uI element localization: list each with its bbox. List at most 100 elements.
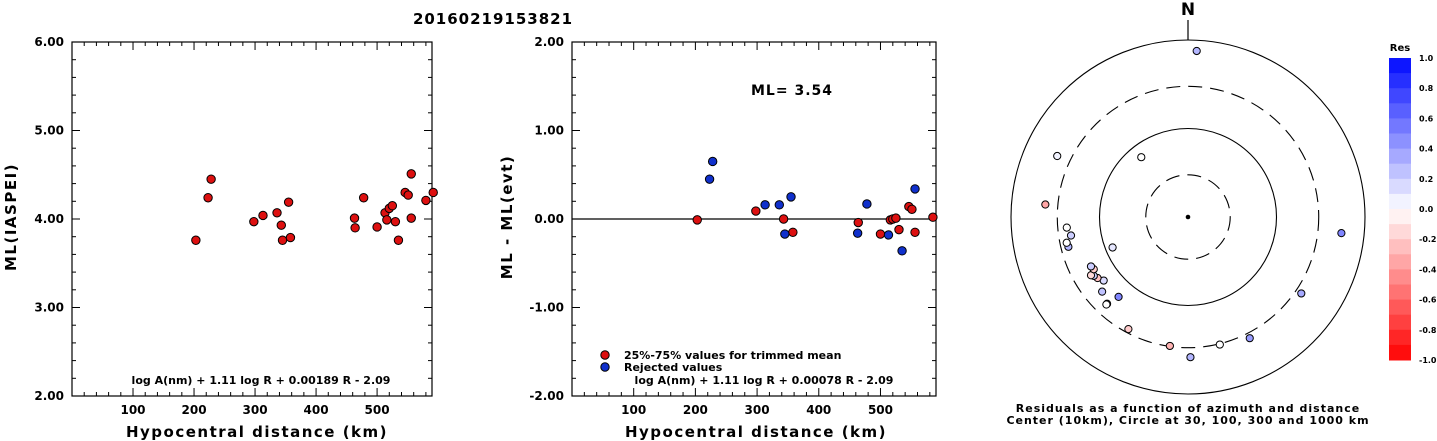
residual-data-point bbox=[928, 212, 938, 222]
residual-points bbox=[692, 156, 938, 256]
legend-accepted-marker bbox=[600, 350, 610, 360]
colorbar-cell bbox=[1389, 58, 1411, 74]
station-point bbox=[1108, 243, 1117, 252]
residual-data-point bbox=[760, 200, 770, 210]
colorbar-cell bbox=[1389, 88, 1411, 104]
ml-data-point bbox=[350, 223, 360, 233]
ring-1000km bbox=[1010, 39, 1366, 395]
colorbar-tick-label: -0.8 bbox=[1419, 326, 1437, 335]
ml-data-point bbox=[393, 235, 404, 245]
ml-data-point bbox=[387, 201, 398, 211]
residual-x-tick-label: 500 bbox=[868, 403, 893, 417]
ml-data-point bbox=[191, 235, 201, 245]
ml-data-point bbox=[349, 213, 360, 223]
residual-y-tick-label: 2.00 bbox=[534, 35, 564, 49]
ml-x-tick-label: 100 bbox=[120, 403, 145, 417]
residual-y-axis-label: ML - ML(evt) bbox=[498, 155, 516, 279]
station-point bbox=[1062, 238, 1071, 247]
ml-data-point bbox=[358, 193, 369, 203]
station-point bbox=[1137, 153, 1146, 162]
station-point bbox=[1124, 324, 1133, 334]
ml-data-point bbox=[249, 216, 259, 227]
colorbar-cell bbox=[1389, 224, 1411, 240]
ml-points bbox=[191, 169, 438, 245]
residual-data-point bbox=[774, 200, 784, 210]
station-point bbox=[1186, 353, 1195, 362]
colorbar-cell bbox=[1389, 133, 1411, 150]
ring-300km bbox=[1056, 85, 1320, 349]
residual-colorbar: Res 1.0 0.8 0.6 0.4 0.2 0.0 -0.2 -0.4 -0.6 -0.8 -1… bbox=[1389, 43, 1437, 365]
ml-data-point bbox=[258, 210, 268, 221]
azimuth-distance-panel: N Residuals as a function of azimuth and… bbox=[1006, 0, 1368, 427]
colorbar-tick-label: -0.6 bbox=[1419, 296, 1437, 305]
ml-x-tick-labels: 100 200 300 400 500 bbox=[120, 403, 389, 417]
colorbar-cell bbox=[1389, 314, 1411, 331]
ml-y-tick-label: 3.00 bbox=[34, 301, 64, 315]
residual-data-point bbox=[852, 228, 863, 238]
station-point bbox=[1098, 287, 1107, 296]
residual-data-point bbox=[692, 215, 702, 225]
residual-data-point bbox=[910, 184, 920, 194]
ml-data-point bbox=[406, 169, 416, 179]
ml-x-tick-label: 400 bbox=[304, 403, 329, 417]
colorbar-cell bbox=[1389, 178, 1411, 195]
colorbar-tick-label: -1.0 bbox=[1419, 356, 1437, 365]
legend-rejected-marker bbox=[600, 362, 610, 372]
colorbar-title: Res bbox=[1390, 43, 1410, 54]
residual-legend: 25%-75% values for trimmed mean Rejected… bbox=[600, 349, 841, 374]
station-point bbox=[1114, 292, 1123, 301]
ml-data-point bbox=[283, 197, 294, 207]
residual-data-point bbox=[910, 227, 920, 237]
ml-formula: log A(nm) + 1.11 log R + 0.00189 R - 2.0… bbox=[132, 374, 391, 387]
colorbar-tick-label: 0.6 bbox=[1419, 114, 1434, 123]
ml-x-tick-label: 500 bbox=[365, 403, 390, 417]
residual-y-tick-labels: -2.00 -1.00 0.00 1.00 2.00 bbox=[529, 35, 564, 403]
colorbar-cell bbox=[1389, 329, 1411, 346]
station-point bbox=[1337, 229, 1346, 238]
colorbar-tick-label: 0.2 bbox=[1419, 175, 1433, 184]
ml-data-point bbox=[372, 222, 382, 232]
ml-data-point bbox=[403, 190, 413, 200]
colorbar-cells bbox=[1389, 58, 1411, 361]
ml-axes bbox=[71, 41, 433, 397]
north-label: N bbox=[1181, 0, 1195, 20]
residual-x-tick-label: 200 bbox=[683, 403, 708, 417]
residual-y-tick-label: 0.00 bbox=[534, 212, 564, 226]
station-point bbox=[1102, 300, 1111, 309]
ml-y-tick-label: 5.00 bbox=[34, 124, 64, 138]
station-point bbox=[1215, 340, 1224, 349]
residual-x-tick-label: 300 bbox=[745, 403, 770, 417]
residual-data-point bbox=[780, 229, 790, 239]
polar-caption-line1: Residuals as a function of azimuth and d… bbox=[1016, 402, 1360, 415]
residual-y-tick-label: 1.00 bbox=[534, 124, 564, 138]
residual-data-point bbox=[778, 214, 789, 224]
ml-data-point bbox=[203, 193, 213, 203]
colorbar-cell bbox=[1389, 193, 1411, 210]
colorbar-cell bbox=[1389, 103, 1411, 119]
station-point bbox=[1053, 151, 1062, 161]
figure-title: 20160219153821 bbox=[413, 10, 573, 28]
residual-data-point bbox=[862, 199, 872, 209]
colorbar-tick-label: 0.0 bbox=[1419, 205, 1434, 214]
ml-data-point bbox=[276, 220, 286, 230]
colorbar-cell bbox=[1389, 254, 1411, 270]
residual-x-tick-labels: 100 200 300 400 500 bbox=[621, 403, 893, 417]
residual-y-tick-label: -2.00 bbox=[529, 389, 564, 403]
residual-data-point bbox=[704, 174, 715, 184]
colorbar-cell bbox=[1389, 73, 1411, 89]
colorbar-cell bbox=[1389, 118, 1411, 134]
colorbar-cell bbox=[1389, 344, 1411, 361]
colorbar-tick-label: -0.2 bbox=[1419, 235, 1437, 244]
ml-x-axis-label: Hypocentral distance (km) bbox=[126, 423, 388, 441]
residual-data-point bbox=[891, 213, 901, 223]
residual-data-point bbox=[897, 246, 907, 256]
ml-data-point bbox=[390, 216, 401, 227]
ml-data-point bbox=[277, 235, 288, 245]
ml-x-tick-label: 200 bbox=[182, 403, 207, 417]
ml-data-point bbox=[206, 174, 216, 184]
ml-y-tick-label: 4.00 bbox=[34, 212, 64, 226]
epicenter-dot bbox=[1185, 214, 1191, 220]
ml-y-tick-label: 2.00 bbox=[34, 389, 64, 403]
ml-y-tick-labels: 2.00 3.00 4.00 5.00 6.00 bbox=[34, 35, 64, 403]
